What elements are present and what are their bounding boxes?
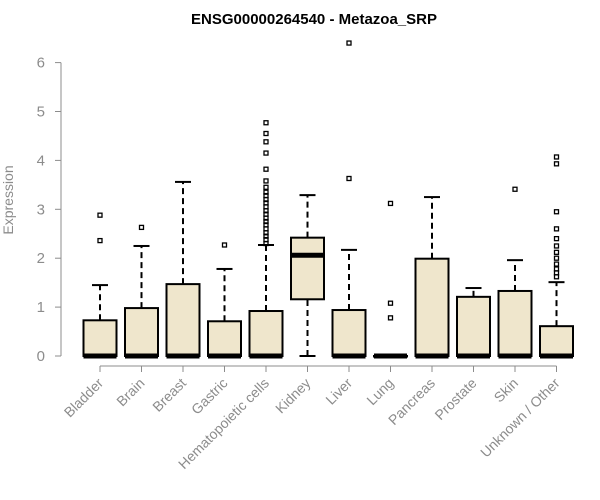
outlier-point <box>97 237 103 244</box>
outlier-point <box>97 212 103 218</box>
box-rect <box>331 309 367 357</box>
outlier-point <box>263 178 269 184</box>
box-rect <box>248 310 284 357</box>
outlier-point <box>553 235 560 242</box>
x-tick-label: Unknown / Other <box>477 375 563 461</box>
box-group <box>248 120 284 359</box>
y-tick-label: 2 <box>37 250 45 267</box>
outlier-point <box>263 150 269 156</box>
outlier-point <box>387 315 394 321</box>
x-tick-label: Brain <box>113 375 147 409</box>
box-group <box>124 224 159 359</box>
x-tick-label: Prostate <box>431 375 479 423</box>
outlier-point <box>553 243 560 249</box>
outlier-point <box>263 130 269 137</box>
plot-area <box>82 40 574 359</box>
outlier-point <box>553 209 560 215</box>
outlier-point <box>553 226 560 232</box>
y-axis: 0 1 2 3 4 5 6 <box>37 55 62 365</box>
y-axis-label: Expression <box>0 165 16 234</box>
box-rect <box>207 320 242 358</box>
y-tick-label: 1 <box>37 299 45 316</box>
outlier-point <box>553 161 560 167</box>
box-rect <box>82 319 118 358</box>
outlier-point <box>263 139 269 145</box>
box-group <box>290 194 325 357</box>
outlier-point <box>346 40 352 46</box>
outlier-point <box>553 261 560 267</box>
box-rect <box>124 307 159 358</box>
y-tick-label: 0 <box>37 348 45 365</box>
box-group <box>497 186 533 359</box>
x-tick-label: Liver <box>322 375 355 408</box>
outlier-point <box>553 249 560 255</box>
box-rect <box>165 283 201 358</box>
y-tick-label: 4 <box>37 152 45 169</box>
box-group <box>207 242 242 359</box>
outlier-point <box>138 224 145 231</box>
box-group <box>331 40 367 359</box>
x-tick-label: Breast <box>149 375 189 415</box>
outlier-point <box>553 154 560 160</box>
outlier-point <box>553 266 560 272</box>
outlier-point <box>263 166 269 172</box>
y-tick-label: 3 <box>37 201 45 218</box>
box-rect <box>539 325 574 357</box>
box-rect <box>414 257 450 357</box>
outlier-point <box>512 186 518 192</box>
x-tick-label: Skin <box>491 375 522 406</box>
box-group <box>82 212 118 359</box>
box-group <box>373 200 408 359</box>
box-group <box>456 287 491 359</box>
x-tick-label: Lung <box>363 375 396 408</box>
outlier-point <box>263 184 269 190</box>
outlier-point <box>346 175 352 182</box>
outlier-point <box>263 120 269 126</box>
outlier-point <box>553 255 560 261</box>
x-tick-label: Kidney <box>272 375 314 417</box>
x-tick-label: Bladder <box>61 375 107 421</box>
box-group <box>165 180 201 359</box>
y-tick-label: 6 <box>37 55 45 72</box>
box-rect <box>456 295 491 357</box>
box-rect <box>290 236 325 301</box>
outlier-point <box>387 300 394 306</box>
y-tick-label: 5 <box>37 104 45 121</box>
outlier-point <box>221 242 228 248</box>
box-group <box>539 154 574 359</box>
outlier-point <box>263 189 269 195</box>
box-rect <box>497 289 533 358</box>
outlier-point <box>387 200 394 207</box>
box-group <box>414 196 450 359</box>
chart-title: ENSG00000264540 - Metazoa_SRP <box>191 11 437 28</box>
